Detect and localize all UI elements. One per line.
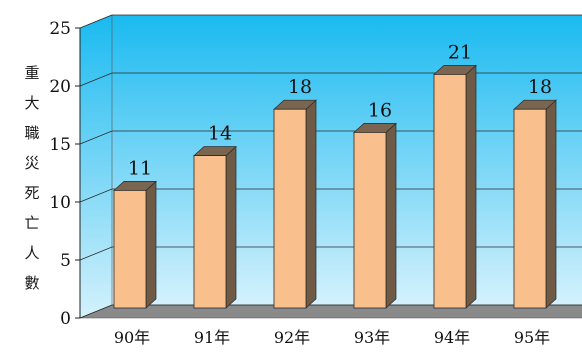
data-label: 21	[448, 41, 472, 63]
bar	[513, 99, 557, 309]
y-axis-label: 重大職災死亡人數	[22, 58, 42, 298]
side-wall	[79, 14, 113, 319]
y-tick-label: 15	[49, 135, 71, 155]
x-tick-label: 95年	[514, 328, 550, 347]
y-tick-label: 0	[60, 309, 71, 329]
bar-side	[225, 145, 237, 309]
bar-front	[193, 155, 227, 309]
bar-side	[385, 122, 397, 309]
bar-front	[273, 108, 307, 309]
back-wall	[112, 15, 582, 305]
y-tick-label: 5	[60, 251, 71, 271]
bar-side	[305, 99, 317, 309]
y-axis-label-char: 大	[24, 94, 40, 112]
y-axis-label-char: 亡	[24, 214, 40, 232]
bar-side	[465, 64, 477, 309]
bar	[193, 145, 237, 309]
floor	[79, 304, 582, 319]
y-tick-label: 20	[49, 77, 71, 97]
x-tick-label: 92年	[274, 328, 310, 347]
bar	[353, 122, 397, 309]
x-tick-label: 90年	[114, 328, 150, 347]
data-label: 14	[208, 123, 232, 145]
y-tick-label: 10	[49, 193, 71, 213]
y-axis-label-char: 人	[24, 244, 40, 262]
y-axis-label-char: 重	[24, 64, 40, 82]
data-label: 18	[288, 76, 312, 98]
y-tick-label: 25	[49, 19, 71, 39]
data-label: 16	[368, 99, 392, 121]
bar-front	[433, 74, 467, 309]
y-axis-label-char: 數	[24, 274, 40, 292]
bar	[113, 180, 157, 309]
x-tick-label: 93年	[354, 328, 390, 347]
bar	[273, 99, 317, 309]
x-tick-label: 94年	[434, 328, 470, 347]
y-axis-label-char: 死	[24, 184, 40, 202]
bar-front	[113, 189, 147, 309]
x-tick-label: 91年	[194, 328, 230, 347]
gridline	[79, 14, 582, 29]
bar-front	[353, 131, 387, 309]
bar	[433, 64, 477, 309]
data-label: 11	[128, 157, 152, 179]
bar-front	[513, 108, 547, 309]
data-label: 18	[528, 76, 552, 98]
bar-side	[545, 99, 557, 309]
y-axis-label-char: 職	[24, 124, 40, 142]
y-axis-label-char: 災	[24, 154, 40, 172]
bar-side	[145, 180, 157, 309]
